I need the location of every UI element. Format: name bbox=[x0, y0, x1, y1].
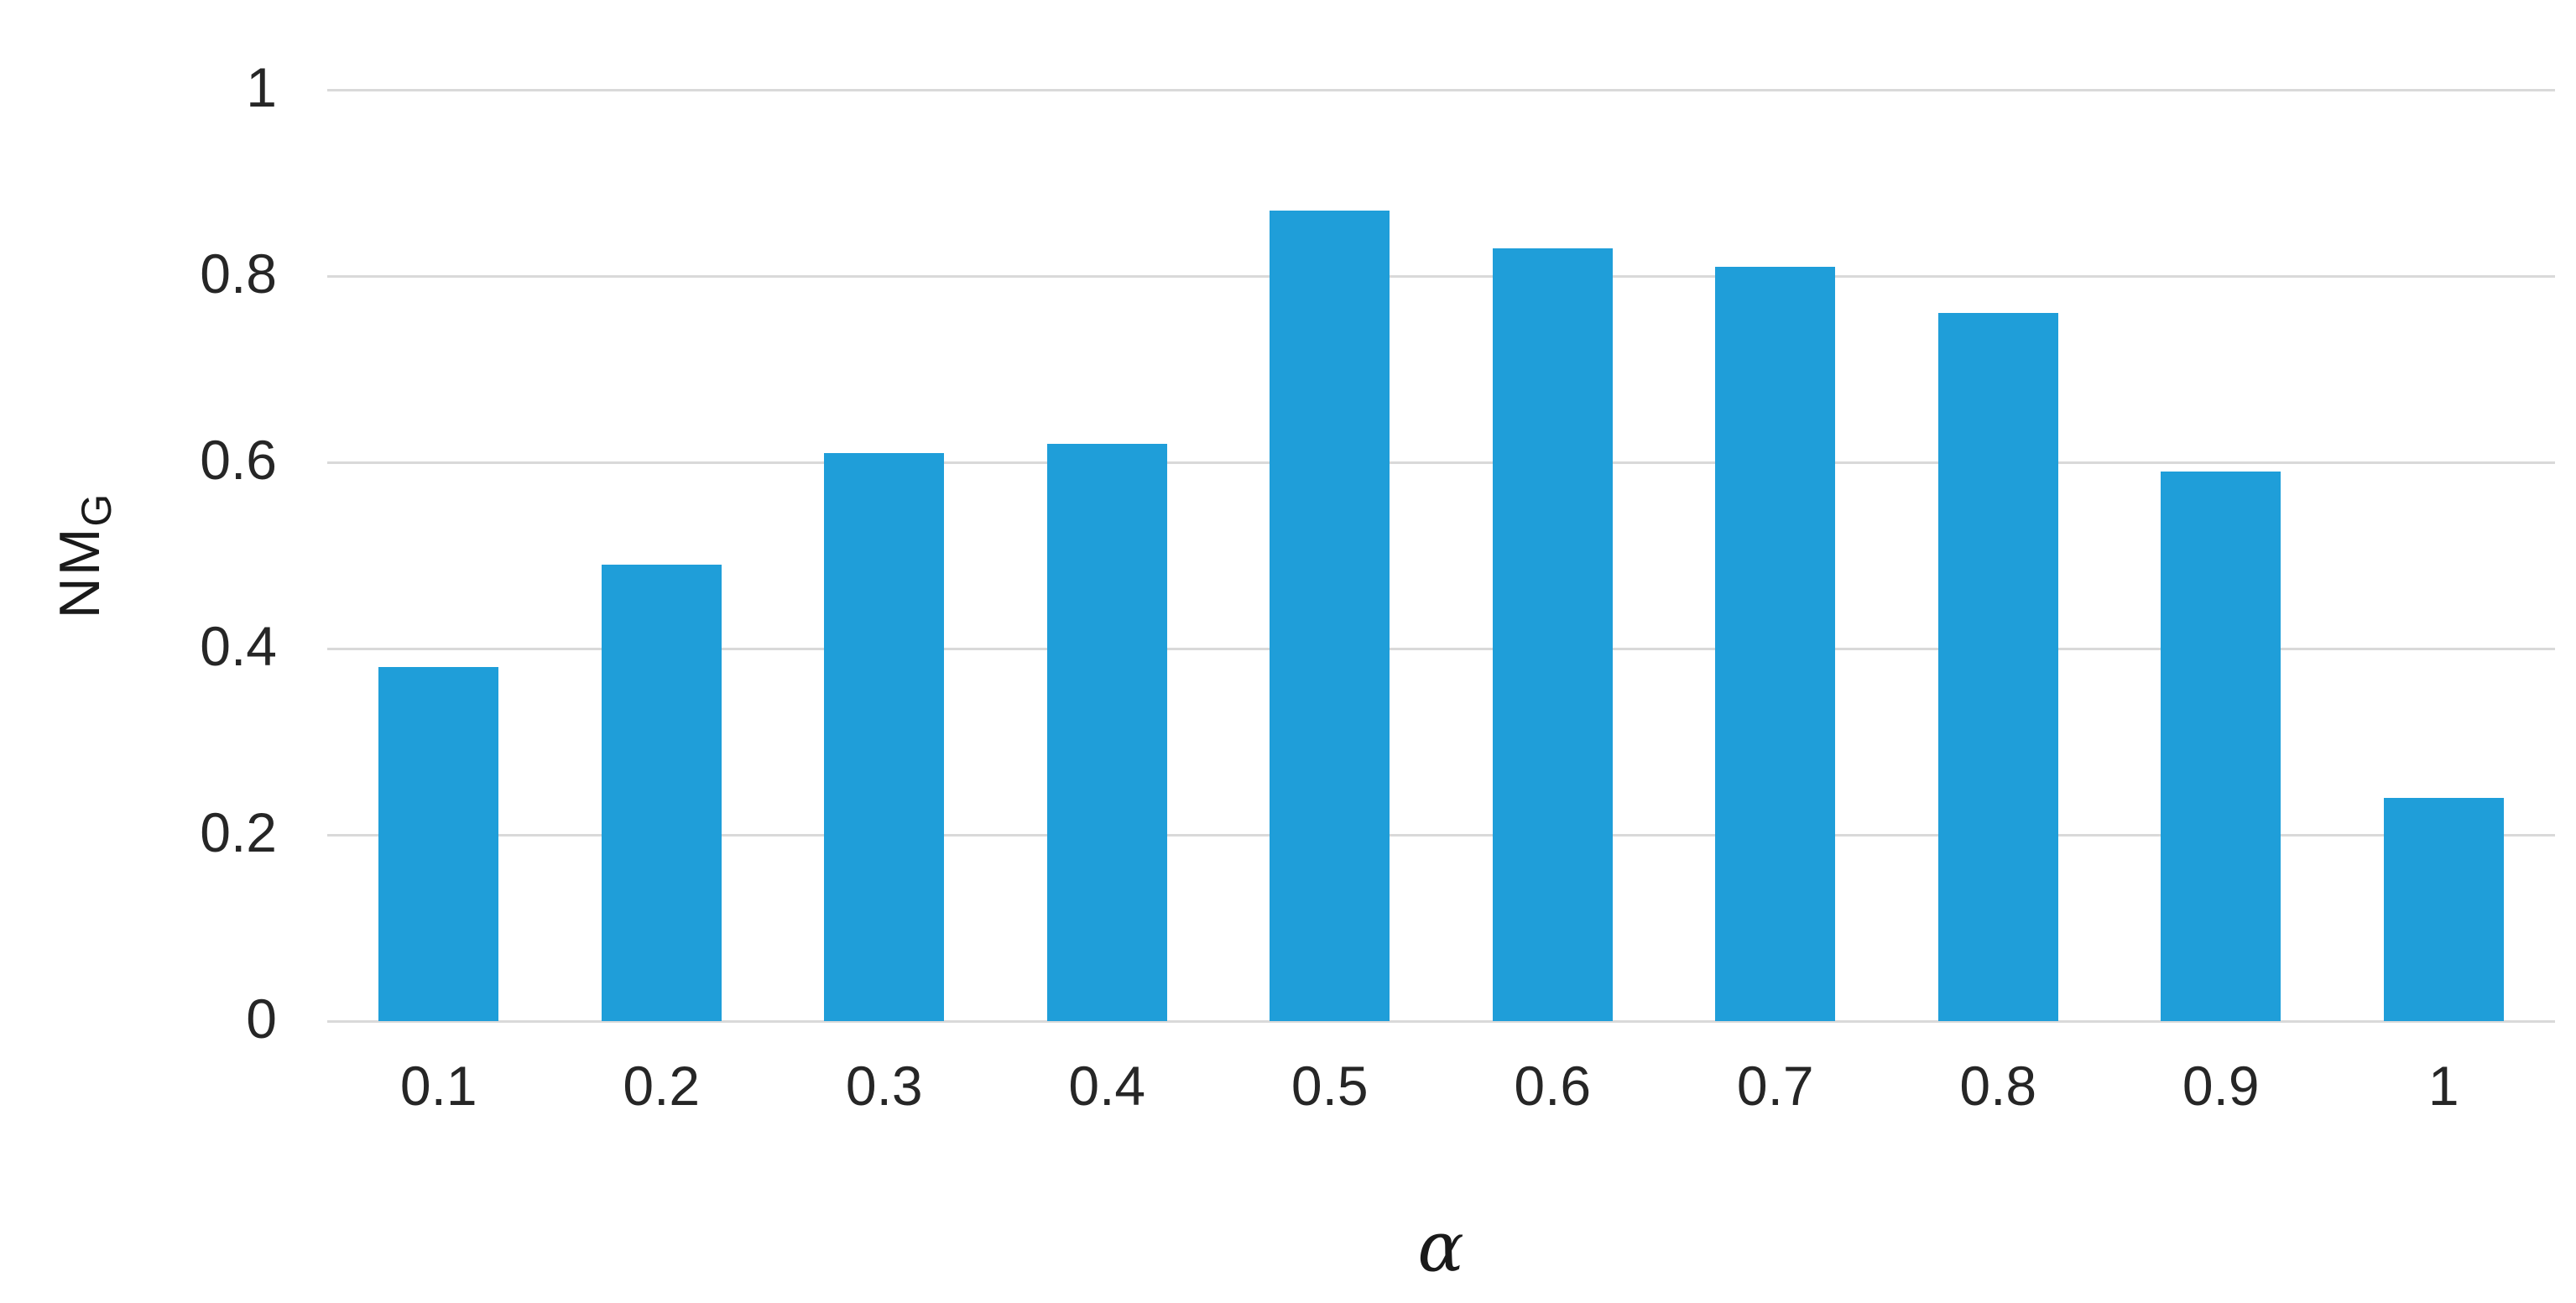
bar-alpha-0.5 bbox=[1270, 211, 1390, 1021]
y-axis-title: NMG bbox=[47, 494, 121, 619]
y-tick-label-0: 0 bbox=[246, 987, 277, 1050]
gridline-y-0.8 bbox=[327, 274, 2555, 278]
x-tick-label-0.3: 0.3 bbox=[845, 1055, 923, 1117]
bar-slot-0.9 bbox=[2109, 0, 2333, 1021]
bar-slot-0.8 bbox=[1887, 0, 2110, 1021]
bar-alpha-0.7 bbox=[1715, 266, 1836, 1021]
x-tick-label-0.6: 0.6 bbox=[1514, 1055, 1592, 1117]
gridline-y-0.6 bbox=[327, 461, 2555, 464]
x-tick-label-0.9: 0.9 bbox=[2182, 1055, 2260, 1117]
bar-slot-0.7 bbox=[1664, 0, 1887, 1021]
y-axis-title-subscript: G bbox=[73, 493, 120, 527]
x-tick-label-0.1: 0.1 bbox=[399, 1055, 477, 1117]
bar-alpha-0.4 bbox=[1046, 443, 1167, 1021]
bar-slot-0.3 bbox=[773, 0, 996, 1021]
bar-alpha-0.3 bbox=[824, 452, 945, 1021]
y-tick-label-1: 1 bbox=[246, 55, 277, 118]
bar-alpha-0.2 bbox=[601, 565, 722, 1021]
plot-area bbox=[327, 0, 2555, 1023]
bar-slot-0.6 bbox=[1442, 0, 1665, 1021]
bar-slot-0.4 bbox=[996, 0, 1219, 1021]
bar-alpha-0.8 bbox=[1937, 313, 2058, 1021]
x-tick-label-0.4: 0.4 bbox=[1068, 1055, 1146, 1117]
gridline-y-1 bbox=[327, 88, 2555, 91]
bar-slot-0.2 bbox=[550, 0, 774, 1021]
bars-layer bbox=[327, 0, 2555, 1021]
bar-slot-0.5 bbox=[1218, 0, 1442, 1021]
bar-alpha-0.6 bbox=[1492, 248, 1613, 1021]
x-tick-label-0.2: 0.2 bbox=[623, 1055, 701, 1117]
y-axis-title-text: NM bbox=[48, 526, 112, 619]
y-tick-label-0.6: 0.6 bbox=[200, 428, 277, 491]
x-axis-title-text: α bbox=[1417, 1207, 1464, 1288]
x-axis-title: α bbox=[1417, 1208, 1463, 1288]
gridline-y-0.4 bbox=[327, 647, 2555, 650]
x-tick-label-0.8: 0.8 bbox=[1959, 1055, 2037, 1117]
gridline-y-0.2 bbox=[327, 833, 2555, 837]
y-tick-label-0.2: 0.2 bbox=[200, 800, 277, 863]
bar-alpha-0.9 bbox=[2161, 472, 2281, 1021]
bar-alpha-0.1 bbox=[378, 667, 499, 1021]
x-tick-label-1: 1 bbox=[2427, 1055, 2459, 1117]
bar-slot-0.1 bbox=[327, 0, 550, 1021]
y-tick-label-0.8: 0.8 bbox=[200, 242, 277, 305]
x-tick-label-0.7: 0.7 bbox=[1736, 1055, 1814, 1117]
gridline-y-0 bbox=[327, 1019, 2555, 1023]
x-axis: 0.1 0.2 0.3 0.4 0.5 0.6 0.7 0.8 0.9 1 bbox=[327, 1054, 2555, 1118]
bar-slot-1 bbox=[2333, 0, 2556, 1021]
x-tick-label-0.5: 0.5 bbox=[1291, 1055, 1369, 1117]
y-tick-label-0.4: 0.4 bbox=[200, 614, 277, 677]
bar-alpha-1 bbox=[2383, 797, 2504, 1021]
